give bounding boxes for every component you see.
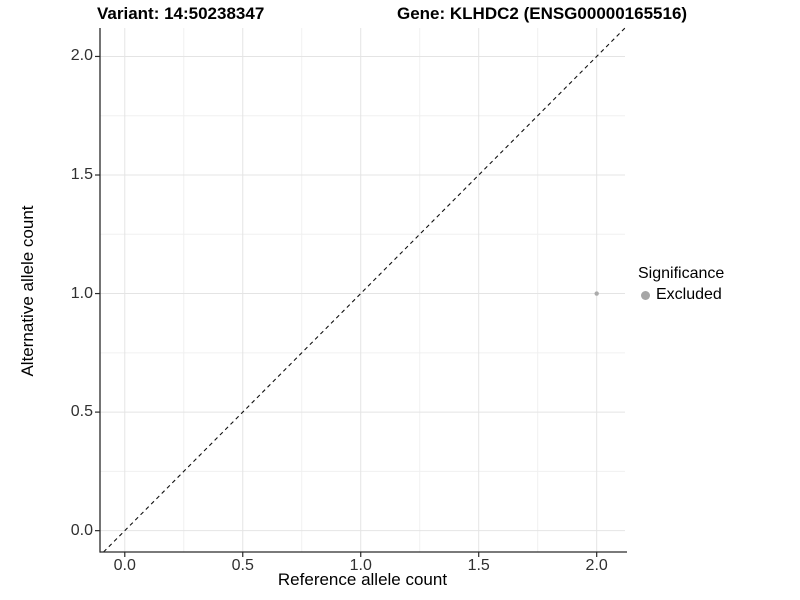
legend-point-icon [641,290,650,300]
identity-line [103,27,626,553]
x-axis-title: Reference allele count [277,570,448,589]
y-tick-label: 1.0 [70,284,93,302]
plot-title-variant: Variant: 14:50238347 [97,4,265,23]
x-tick-label: 0.0 [113,557,136,574]
y-tick-label: 1.5 [70,166,93,183]
x-tick-label: 2.0 [585,557,608,574]
legend-entry: Excluded [638,286,724,304]
y-tick-label: 0.0 [70,521,93,539]
legend-entries: Excluded [638,286,724,304]
y-tick-label: 2.0 [70,47,93,65]
legend-title: Significance [638,265,725,282]
legend: Significance Excluded [638,264,724,304]
x-tick-label: 1.5 [467,557,490,574]
legend-entry-label: Excluded [656,286,722,303]
x-tick-label: 0.5 [231,557,254,574]
plot-title-gene: Gene: KLHDC2 (ENSG00000165516) [397,4,688,23]
x-tick-label: 1.0 [349,557,372,574]
y-tick-label: 0.5 [70,403,93,421]
y-axis-title: Alternative allele count [18,205,37,377]
data-point [594,291,599,296]
